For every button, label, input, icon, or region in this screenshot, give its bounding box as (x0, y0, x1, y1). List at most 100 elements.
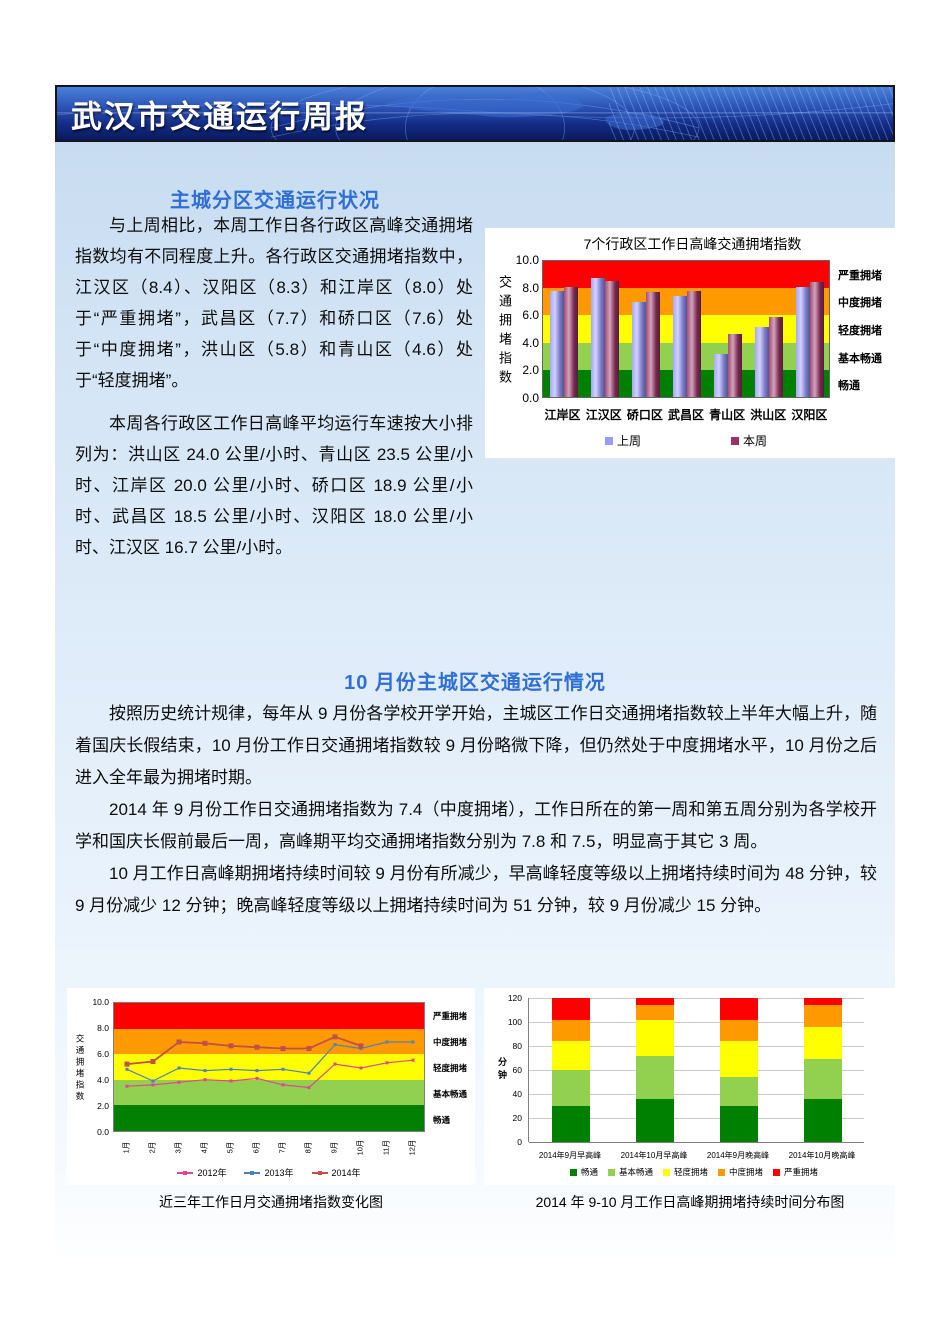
plot-area (113, 1002, 425, 1132)
gridline (529, 1142, 864, 1143)
stack-segment (552, 1041, 590, 1070)
band-label: 基本畅通 (433, 1089, 468, 1099)
legend-item: 2014年 (311, 1166, 361, 1179)
globe-banner-art (57, 87, 893, 140)
x-tick-label: 11月 (381, 1139, 391, 1156)
series-marker (229, 1079, 233, 1083)
series-marker (203, 1069, 207, 1073)
x-tick-label: 武昌区 (667, 408, 704, 422)
legend-item: 基本畅通 (607, 1166, 653, 1178)
x-tick-label: 10月 (355, 1139, 365, 1156)
line-series (126, 1035, 362, 1065)
band-label: 中度拥堵 (433, 1037, 468, 1047)
legend-label: 本周 (743, 434, 768, 448)
y-tick-label: 0.0 (97, 1127, 109, 1137)
x-tick-label: 1月 (121, 1141, 131, 1154)
series-marker (385, 1061, 389, 1065)
y-axis-title: 交通拥堵指数 (75, 1034, 85, 1103)
legend-marker (250, 1170, 255, 1175)
stack-segment (804, 1026, 842, 1060)
y-tick-label: 6.0 (97, 1049, 109, 1059)
y-tick-label: 120 (507, 993, 522, 1003)
series-marker (254, 1044, 260, 1050)
plot-area (528, 998, 864, 1143)
gridline (529, 998, 864, 999)
series-marker (333, 1043, 337, 1047)
section2-paragraph-3: 10 月工作日高峰期拥堵持续时间较 9 月份有所减少，早高峰轻度等级以上拥堵持续… (75, 864, 877, 915)
series-marker (124, 1061, 130, 1067)
y-tick-label: 4.0 (97, 1075, 109, 1085)
bar (631, 301, 646, 397)
y-tick-label: 2.0 (97, 1101, 109, 1111)
series-marker (202, 1040, 208, 1046)
chart-legend: 2012年 2013年 2014年 (113, 1166, 425, 1179)
y-tick-label: 2.0 (522, 363, 539, 378)
report-banner: 武汉市交通运行周报 (55, 85, 895, 142)
stack-segment (720, 1041, 758, 1078)
series-marker (281, 1083, 285, 1087)
section2-paragraph-1: 按照历史统计规律，每年从 9 月份各学校开学开始，主城区工作日交通拥堵指数较上半… (75, 704, 877, 787)
gridline (529, 1022, 864, 1023)
legend-label: 上周 (616, 434, 641, 448)
stack-segment (804, 1005, 842, 1027)
x-tick-label: 12月 (407, 1139, 417, 1156)
stack-segment (636, 1098, 674, 1142)
legend-label: 轻度拥堵 (673, 1167, 708, 1177)
series-marker (359, 1047, 363, 1050)
series-marker (228, 1043, 234, 1049)
band-label: 轻度拥堵 (433, 1063, 468, 1073)
y-axis-title: 分钟 (497, 1057, 507, 1083)
stack-segment (552, 1019, 590, 1042)
level-band (543, 261, 829, 289)
legend-label: 2012年 (197, 1168, 227, 1178)
band-label: 严重拥堵 (433, 1011, 468, 1021)
chart-legend: 畅通 基本畅通 轻度拥堵 中度拥堵 严重拥堵 (514, 1166, 874, 1178)
y-tick-label: 0 (517, 1137, 522, 1147)
series-marker (307, 1071, 311, 1075)
band-label: 中度拥堵 (838, 297, 882, 310)
stack-segment (804, 1098, 842, 1142)
plot-area (542, 260, 830, 398)
legend-swatch (662, 1168, 670, 1176)
stack-segment (720, 1077, 758, 1106)
legend-label: 中度拥堵 (729, 1167, 764, 1177)
gridline (529, 1070, 864, 1071)
x-tick-label: 江岸区 (544, 408, 581, 422)
series-marker (358, 1043, 364, 1049)
content-area: 主城分区交通运行状况 与上周相比，本周工作日各行政区高峰交通拥堵指数均有不同程度… (55, 142, 900, 1254)
x-tick-label: 洪山区 (750, 408, 787, 422)
legend-swatch (607, 1168, 615, 1176)
x-tick-label: 汉阳区 (791, 408, 828, 422)
legend-swatch (311, 1170, 328, 1176)
series-marker (411, 1040, 415, 1044)
banner-hatch-pattern (608, 87, 893, 140)
series-marker (307, 1086, 311, 1089)
gridline (529, 1094, 864, 1095)
stack-segment (720, 1019, 758, 1042)
y-tick-label: 8.0 (97, 1023, 109, 1033)
y-axis-title: 交通拥堵指数 (497, 275, 512, 389)
bar (769, 316, 784, 397)
series-marker (332, 1034, 338, 1040)
legend-label: 严重拥堵 (784, 1167, 819, 1177)
y-tick-label: 6.0 (522, 308, 539, 323)
stack-segment (636, 1055, 674, 1099)
x-tick-label: 9月 (329, 1141, 339, 1154)
level-band (114, 1054, 424, 1080)
series-marker (203, 1078, 207, 1082)
x-tick-label: 2014年10月早高峰 (620, 1151, 688, 1160)
x-tick-label: 2014年9月晚高峰 (706, 1151, 770, 1160)
legend-item: 上周 (604, 432, 641, 449)
legend-swatch (731, 436, 739, 445)
band-label: 基本畅通 (838, 352, 882, 365)
legend-label: 2014年 (331, 1168, 361, 1178)
series-marker (280, 1046, 286, 1051)
legend-item: 本周 (731, 432, 767, 449)
series-marker (411, 1058, 415, 1062)
bar (714, 354, 729, 397)
legend-item: 畅通 (569, 1166, 598, 1178)
stack-segment (552, 1106, 590, 1142)
band-label: 畅通 (433, 1115, 451, 1125)
section1-paragraph-2: 本周各行政区工作日高峰平均运行车速按大小排列为：洪山区 24.0 公里/小时、青… (75, 414, 473, 557)
bar (604, 281, 619, 397)
